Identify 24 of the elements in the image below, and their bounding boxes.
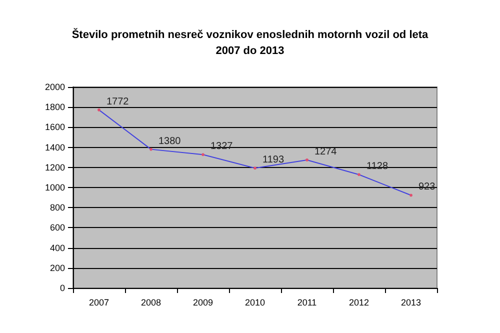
y-tick-label: 600 [50,222,65,233]
y-tick-label: 1200 [44,162,65,172]
data-label: 1380 [158,136,182,147]
data-label: 1772 [106,96,130,108]
y-tick-label: 0 [60,283,65,293]
y-tick-label: 1800 [44,102,65,112]
y-tick-label: 800 [50,202,65,213]
y-tick-label: 1000 [44,182,65,192]
y-tick-label: 200 [50,262,65,273]
data-label: 1193 [262,154,284,166]
x-tick-label: 2007 [88,298,110,308]
x-tick-label: 2013 [400,298,422,308]
line-series [98,108,412,197]
x-tick-label: 2012 [348,298,370,308]
x-tick-label: 2011 [297,298,317,308]
y-tick-label: 1600 [44,122,65,132]
y-tick-label: 1400 [44,142,65,152]
x-tick-label: 2009 [192,298,214,308]
x-tick-label: 2010 [244,298,266,308]
chart-title: Število prometnih nesreč voznikov enoslednih motornh vozil od leta 2007 do 2013 [72,28,430,57]
y-tick-label: 400 [50,242,65,253]
y-tick-label: 2000 [44,82,65,92]
x-tick-label: 2008 [140,298,162,308]
data-label: 1274 [314,146,338,158]
